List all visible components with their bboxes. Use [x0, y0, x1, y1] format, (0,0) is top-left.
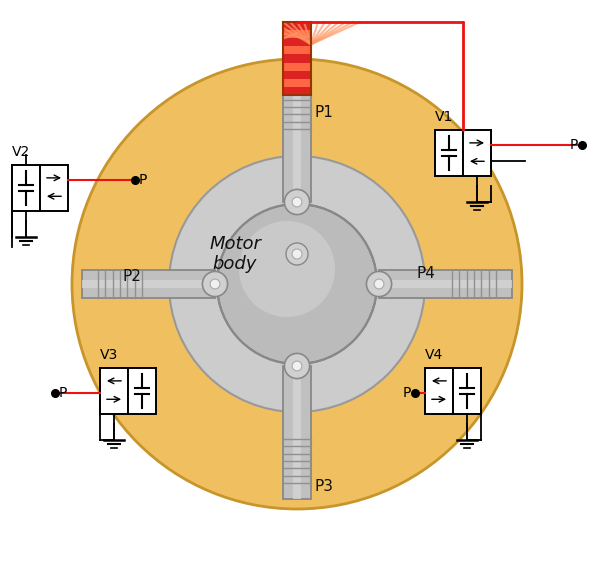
Circle shape	[374, 279, 384, 289]
Bar	[283, 87, 311, 95]
Text: V1: V1	[435, 110, 453, 124]
Bar	[283, 46, 311, 55]
Polygon shape	[379, 280, 512, 288]
Polygon shape	[82, 270, 215, 298]
Circle shape	[292, 197, 302, 207]
Bar	[12, 165, 40, 211]
Text: P: P	[403, 386, 411, 401]
Text: Motor
body: Motor body	[209, 234, 261, 273]
Bar	[283, 65, 311, 95]
Bar	[463, 130, 491, 176]
Circle shape	[202, 271, 228, 296]
Circle shape	[72, 59, 522, 509]
Bar	[283, 63, 311, 71]
Bar	[283, 55, 311, 63]
Circle shape	[292, 249, 302, 259]
Text: V4: V4	[425, 348, 443, 362]
Circle shape	[217, 204, 377, 364]
Polygon shape	[293, 69, 301, 202]
Polygon shape	[283, 69, 311, 202]
Bar	[283, 30, 311, 38]
Bar	[283, 71, 311, 79]
Text: P: P	[139, 173, 148, 187]
Bar	[283, 22, 311, 95]
Circle shape	[367, 271, 392, 296]
Text: V2: V2	[12, 145, 30, 159]
Polygon shape	[283, 366, 311, 499]
Bar	[425, 368, 453, 414]
Bar	[283, 79, 311, 87]
Text: P3: P3	[314, 479, 333, 494]
Circle shape	[286, 243, 308, 265]
Circle shape	[284, 189, 309, 215]
Text: P: P	[569, 138, 578, 152]
Circle shape	[210, 279, 220, 289]
Bar	[128, 368, 156, 414]
Bar	[435, 130, 463, 176]
Text: P1: P1	[314, 105, 333, 120]
Bar	[453, 368, 481, 414]
Circle shape	[239, 221, 335, 317]
Bar	[283, 38, 311, 46]
Text: V3: V3	[100, 348, 118, 362]
Text: P: P	[59, 386, 67, 401]
Polygon shape	[82, 280, 215, 288]
Bar	[40, 165, 68, 211]
Circle shape	[169, 156, 425, 412]
Polygon shape	[293, 366, 301, 499]
Text: P2: P2	[122, 269, 141, 284]
Polygon shape	[379, 270, 512, 298]
Circle shape	[284, 353, 309, 378]
Circle shape	[292, 361, 302, 371]
Bar	[283, 22, 311, 30]
Bar	[100, 368, 128, 414]
Text: P4: P4	[417, 266, 436, 281]
